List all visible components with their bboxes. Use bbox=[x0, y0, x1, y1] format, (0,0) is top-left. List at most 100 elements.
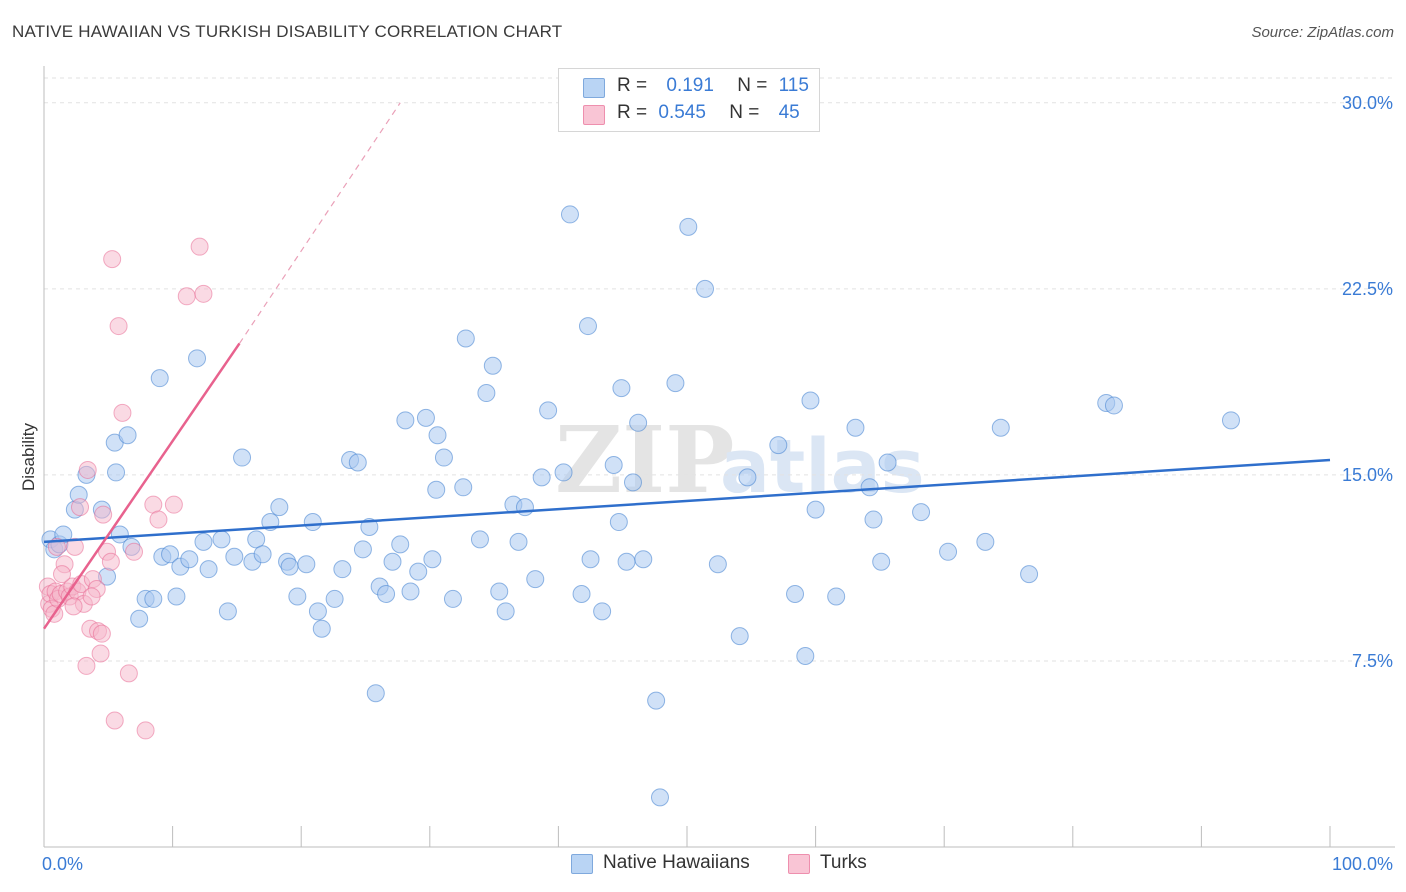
data-point bbox=[730, 627, 749, 646]
data-point bbox=[581, 550, 600, 569]
data-point bbox=[136, 721, 155, 740]
x-tick-label: 0.0% bbox=[42, 854, 83, 874]
data-point bbox=[225, 547, 244, 566]
data-point bbox=[212, 530, 231, 549]
data-point bbox=[144, 589, 163, 608]
data-point bbox=[103, 250, 122, 269]
data-point bbox=[199, 560, 218, 579]
data-point bbox=[167, 587, 186, 606]
data-point bbox=[560, 205, 579, 224]
data-point bbox=[991, 418, 1010, 437]
data-point bbox=[427, 480, 446, 499]
data-point bbox=[82, 587, 101, 606]
data-point bbox=[348, 453, 367, 472]
data-point bbox=[515, 498, 534, 517]
data-point bbox=[539, 401, 558, 420]
data-point bbox=[1221, 411, 1240, 430]
data-point bbox=[609, 513, 628, 532]
x-tick-label: 100.0% bbox=[1332, 854, 1393, 874]
data-point bbox=[477, 384, 496, 403]
chart-title: NATIVE HAWAIIAN VS TURKISH DISABILITY CO… bbox=[12, 22, 563, 41]
trendline-turks bbox=[42, 342, 241, 630]
data-point bbox=[64, 597, 83, 616]
data-point bbox=[396, 411, 415, 430]
data-point bbox=[353, 540, 372, 559]
data-point bbox=[604, 455, 623, 474]
data-point bbox=[401, 582, 420, 601]
data-point bbox=[194, 284, 213, 303]
data-point bbox=[360, 517, 379, 536]
data-point bbox=[806, 500, 825, 519]
data-point bbox=[77, 656, 96, 675]
data-point bbox=[110, 525, 129, 544]
data-point bbox=[976, 532, 995, 551]
legend-swatch-pink bbox=[583, 105, 605, 125]
data-point bbox=[443, 589, 462, 608]
series-legend: Native Hawaiians Turks bbox=[0, 852, 1406, 876]
data-point bbox=[130, 609, 149, 628]
data-point bbox=[71, 498, 90, 517]
data-point bbox=[769, 436, 788, 455]
data-point bbox=[786, 584, 805, 603]
trendline-native-hawaiians bbox=[43, 458, 1331, 544]
series-turks bbox=[38, 237, 213, 740]
chart-source: Source: ZipAtlas.com bbox=[1251, 24, 1394, 41]
data-point bbox=[188, 349, 207, 368]
data-point bbox=[532, 468, 551, 487]
data-point bbox=[105, 711, 124, 730]
legend-swatch-pink bbox=[788, 854, 810, 874]
legend-n-label: N = bbox=[729, 102, 760, 123]
data-point bbox=[149, 510, 168, 529]
data-point bbox=[939, 542, 958, 561]
data-point bbox=[177, 287, 196, 306]
data-point bbox=[617, 552, 636, 571]
series-native-hawaiians bbox=[41, 205, 1240, 807]
data-point bbox=[696, 279, 715, 298]
tick-labels: 7.5% 15.0% 22.5% 30.0% 0.0% 100.0% bbox=[42, 93, 1393, 874]
data-point bbox=[428, 426, 447, 445]
stats-legend: R = 0.191 N = 115 R = 0.545 N = 45 bbox=[558, 68, 820, 132]
y-tick-label: 22.5% bbox=[1342, 279, 1393, 299]
y-axis-label: Disability bbox=[19, 422, 38, 491]
data-point bbox=[496, 602, 515, 621]
data-point bbox=[827, 587, 846, 606]
data-point bbox=[454, 478, 473, 497]
legend-r-label: R = bbox=[617, 75, 648, 96]
data-point bbox=[708, 555, 727, 574]
data-point bbox=[303, 513, 322, 532]
data-point bbox=[253, 545, 272, 564]
data-point bbox=[391, 535, 410, 554]
data-point bbox=[233, 448, 252, 467]
data-point bbox=[738, 468, 757, 487]
data-point bbox=[53, 565, 72, 584]
data-point bbox=[612, 379, 631, 398]
data-point bbox=[308, 602, 327, 621]
data-point bbox=[593, 602, 612, 621]
data-point bbox=[280, 557, 299, 576]
data-point bbox=[383, 552, 402, 571]
data-point bbox=[333, 560, 352, 579]
data-point bbox=[623, 473, 642, 492]
data-point bbox=[288, 587, 307, 606]
data-point bbox=[846, 418, 865, 437]
data-point bbox=[796, 646, 815, 665]
data-point bbox=[554, 463, 573, 482]
data-point bbox=[161, 545, 180, 564]
data-point bbox=[190, 237, 209, 256]
data-point bbox=[860, 478, 879, 497]
data-point bbox=[864, 510, 883, 529]
data-point bbox=[247, 530, 266, 549]
data-point bbox=[483, 356, 502, 375]
data-point bbox=[325, 589, 344, 608]
data-point bbox=[366, 684, 385, 703]
data-point bbox=[679, 217, 698, 236]
legend-swatch-blue bbox=[571, 854, 593, 874]
data-point bbox=[118, 426, 137, 445]
data-point bbox=[650, 788, 669, 807]
legend-r-label: R = bbox=[617, 102, 648, 123]
data-point bbox=[113, 403, 132, 422]
data-point bbox=[1104, 396, 1123, 415]
data-point bbox=[47, 537, 66, 556]
gridlines bbox=[44, 77, 1395, 662]
data-point bbox=[434, 448, 453, 467]
